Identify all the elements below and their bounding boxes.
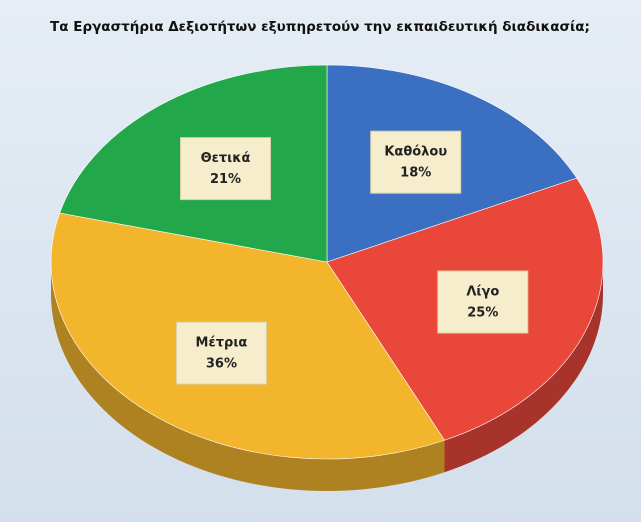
label-box (175, 321, 267, 385)
slice-value-label: 25% (467, 306, 498, 321)
slice-label: Μέτρια (196, 336, 248, 351)
slice-side (444, 262, 604, 473)
pie: Καθόλου 18% Λίγο 25% Μέτρια 36% Θετικά 21% (50, 64, 604, 491)
slice-value-label: 21% (210, 172, 241, 187)
chart-title: Τα Εργαστήρια Δεξιοτήτων εξυπηρετούν την… (50, 19, 590, 35)
label-box (370, 130, 462, 194)
slice-value-label: 18% (400, 166, 431, 181)
slice-value-label: 36% (206, 357, 237, 372)
slice-label: Θετικά (201, 151, 251, 166)
slice-label: Καθόλου (384, 145, 447, 160)
label-box (180, 137, 272, 201)
slice-label: Λίγο (466, 285, 499, 300)
label-box (437, 270, 529, 334)
slice-side (51, 262, 445, 491)
